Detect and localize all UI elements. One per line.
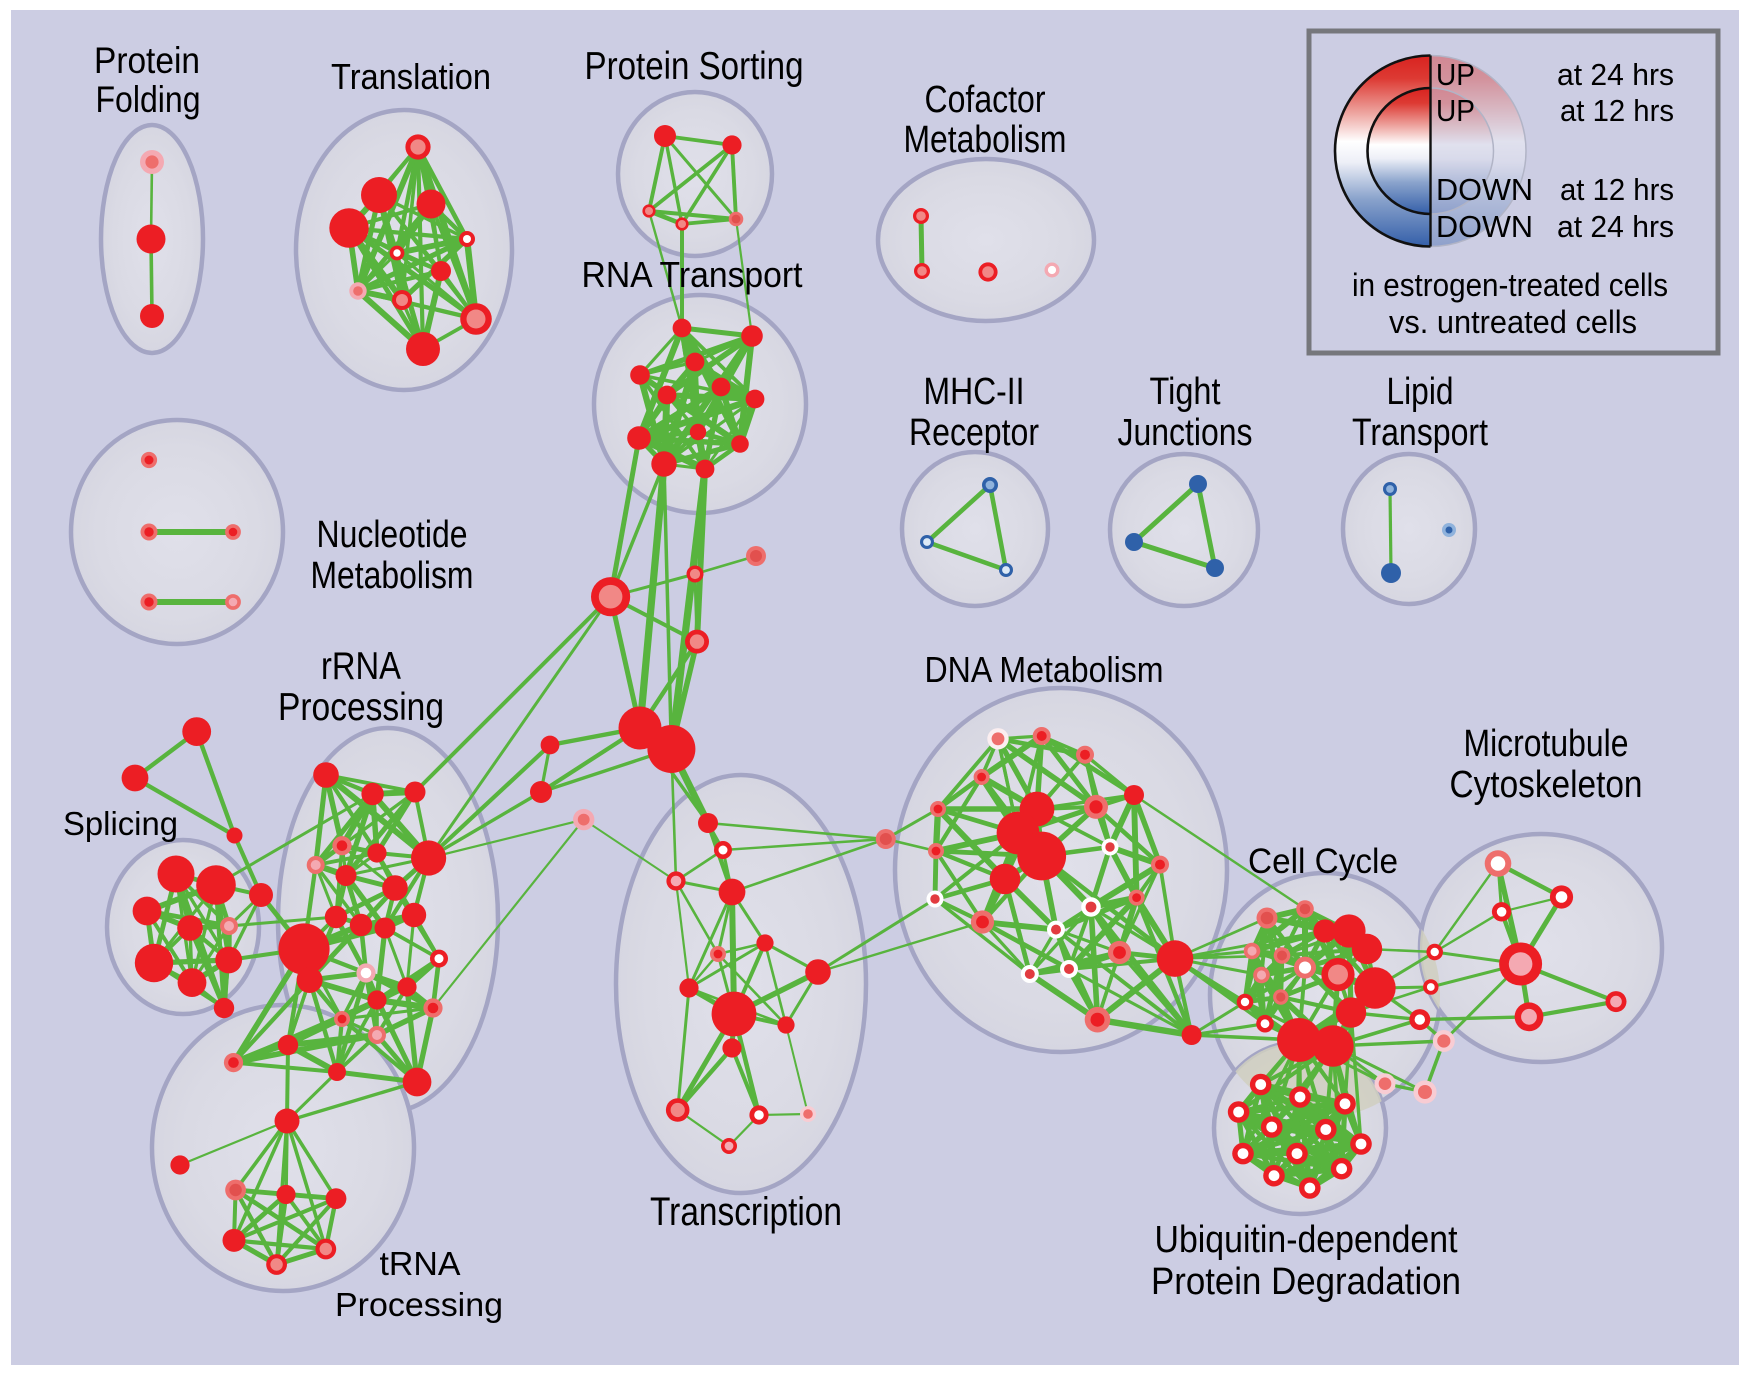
svg-text:Metabolism: Metabolism (904, 119, 1067, 161)
svg-text:Splicing: Splicing (63, 805, 178, 842)
svg-text:UP: UP (1436, 93, 1475, 128)
svg-text:DOWN: DOWN (1436, 172, 1533, 207)
svg-text:Translation: Translation (331, 56, 491, 97)
svg-text:DNA Metabolism: DNA Metabolism (925, 649, 1164, 690)
svg-text:Metabolism: Metabolism (311, 555, 474, 597)
svg-text:Processing: Processing (278, 686, 444, 729)
svg-text:Receptor: Receptor (909, 412, 1039, 454)
svg-text:Protein Degradation: Protein Degradation (1151, 1261, 1461, 1303)
svg-text:Protein: Protein (94, 40, 200, 81)
svg-text:Lipid: Lipid (1387, 371, 1454, 413)
svg-text:Folding: Folding (96, 79, 201, 120)
svg-text:Cytoskeleton: Cytoskeleton (1450, 764, 1643, 806)
svg-text:in estrogen-treated cells: in estrogen-treated cells (1352, 267, 1668, 303)
svg-text:at 12 hrs: at 12 hrs (1560, 93, 1674, 128)
svg-text:at 12 hrs: at 12 hrs (1560, 172, 1674, 207)
svg-text:at 24 hrs: at 24 hrs (1557, 57, 1674, 92)
svg-text:Microtubule: Microtubule (1464, 723, 1629, 765)
svg-text:Transport: Transport (1352, 412, 1488, 454)
svg-text:Transcription: Transcription (650, 1190, 842, 1234)
svg-text:Cofactor: Cofactor (925, 79, 1046, 121)
svg-text:vs. untreated cells: vs. untreated cells (1389, 304, 1637, 340)
svg-text:Nucleotide: Nucleotide (317, 514, 468, 556)
svg-text:MHC-II: MHC-II (924, 371, 1025, 413)
svg-text:Ubiquitin-dependent: Ubiquitin-dependent (1155, 1219, 1458, 1261)
svg-text:Junctions: Junctions (1118, 412, 1253, 454)
svg-text:Tight: Tight (1150, 371, 1221, 413)
svg-text:Protein Sorting: Protein Sorting (585, 45, 804, 88)
svg-text:Cell Cycle: Cell Cycle (1248, 842, 1398, 881)
svg-text:RNA Transport: RNA Transport (582, 254, 803, 295)
svg-text:rRNA: rRNA (321, 645, 401, 688)
svg-text:Processing: Processing (335, 1286, 503, 1323)
svg-text:UP: UP (1436, 57, 1475, 92)
svg-text:at 24 hrs: at 24 hrs (1557, 209, 1674, 244)
svg-text:DOWN: DOWN (1436, 209, 1533, 244)
svg-text:tRNA: tRNA (380, 1245, 461, 1282)
